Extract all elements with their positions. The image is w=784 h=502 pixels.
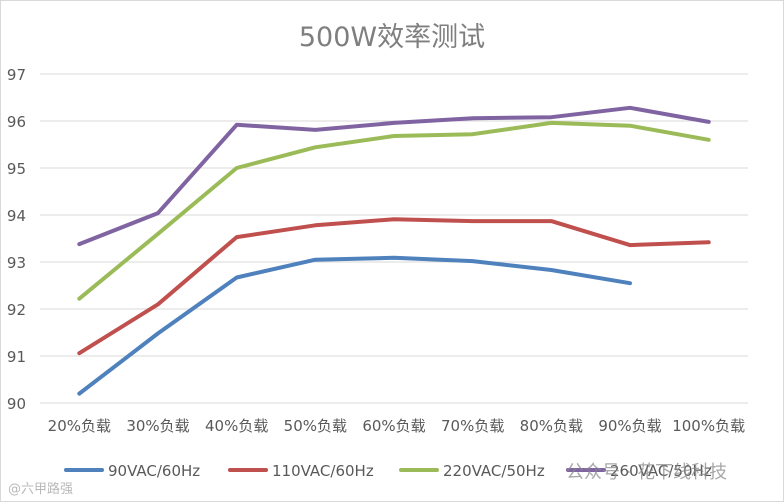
data-point	[313, 258, 317, 262]
data-point	[156, 211, 160, 215]
data-point	[313, 223, 317, 227]
data-point	[549, 121, 553, 125]
x-tick-label: 20%负载	[48, 417, 111, 435]
data-point	[628, 281, 632, 285]
x-axis-ticks: 20%负载 30%负载 40%负载 50%负载 60%负载 70%负载 80%负载 90%负载…	[48, 417, 745, 435]
y-tick-label: 91	[7, 348, 26, 366]
data-point	[392, 256, 396, 260]
data-point	[628, 124, 632, 128]
data-point	[77, 392, 81, 396]
data-point	[156, 331, 160, 335]
x-tick-label: 80%负载	[520, 417, 583, 435]
chart-title: 500W效率测试	[299, 22, 485, 53]
x-tick-label: 100%负载	[672, 417, 745, 435]
data-point	[471, 259, 475, 263]
y-tick-label: 90	[7, 395, 26, 413]
data-point	[471, 219, 475, 223]
y-tick-label: 94	[7, 207, 26, 225]
legend-label: 90VAC/60Hz	[108, 462, 200, 480]
data-point	[235, 166, 239, 170]
data-point	[235, 235, 239, 239]
data-point	[707, 240, 711, 244]
data-point	[392, 121, 396, 125]
data-point	[707, 120, 711, 124]
data-point	[235, 123, 239, 127]
data-point	[471, 116, 475, 120]
data-point	[628, 106, 632, 110]
y-axis-ticks: 90 91 92 93 94 95 96 97	[7, 66, 26, 413]
data-point	[707, 138, 711, 142]
data-point	[549, 268, 553, 272]
x-tick-label: 40%负载	[205, 417, 268, 435]
x-tick-label: 60%负载	[362, 417, 425, 435]
y-tick-label: 92	[7, 301, 26, 319]
data-point	[77, 297, 81, 301]
data-point	[628, 243, 632, 247]
y-tick-label: 95	[7, 160, 26, 178]
x-tick-label: 50%负载	[284, 417, 347, 435]
data-point	[77, 351, 81, 355]
series-line-90vac-60hz	[77, 255, 632, 396]
data-point	[77, 242, 81, 246]
watermark: 公众号 · 花下线科技 @六甲路强	[8, 462, 727, 497]
watermark-main-text: 公众号 · 花下线科技	[566, 462, 727, 483]
y-tick-label: 97	[7, 66, 26, 84]
legend: 90VAC/60Hz 110VAC/60Hz 220VAC/50Hz 260VAC/5…	[64, 462, 712, 480]
y-tick-label: 96	[7, 113, 26, 131]
y-tick-label: 93	[7, 254, 26, 272]
data-point	[392, 217, 396, 221]
data-point	[549, 219, 553, 223]
data-point	[313, 128, 317, 132]
x-tick-label: 70%负载	[441, 417, 504, 435]
series-lines	[77, 105, 711, 396]
data-point	[156, 302, 160, 306]
x-tick-label: 90%负载	[598, 417, 661, 435]
legend-label: 220VAC/50Hz	[443, 462, 545, 480]
data-point	[235, 276, 239, 280]
data-point	[392, 134, 396, 138]
data-point	[313, 145, 317, 149]
watermark-corner-text: @六甲路强	[8, 481, 73, 497]
x-tick-label: 30%负载	[126, 417, 189, 435]
data-point	[156, 232, 160, 236]
legend-label: 110VAC/60Hz	[272, 462, 374, 480]
legend-label: 260VAC/50Hz	[610, 462, 712, 480]
data-point	[549, 115, 553, 119]
data-point	[471, 132, 475, 136]
